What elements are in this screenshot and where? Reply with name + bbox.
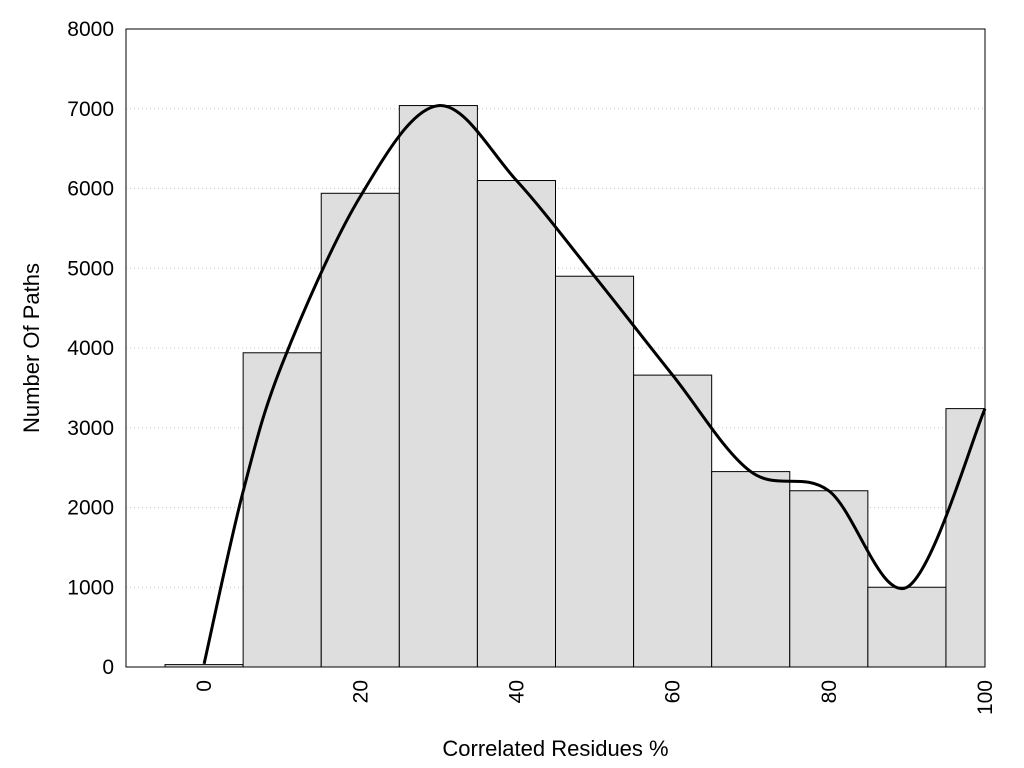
y-tick-label: 2000 <box>67 497 114 520</box>
bar <box>242 352 322 668</box>
bar <box>476 180 556 668</box>
series-line <box>202 104 987 665</box>
y-tick-label: 7000 <box>67 98 114 121</box>
x-axis-ticks: 0 20 40 60 80 100 <box>193 680 997 715</box>
y-tick-label: 4000 <box>67 337 114 360</box>
x-tick-label: 60 <box>662 680 685 703</box>
y-tick-label: 5000 <box>67 257 114 280</box>
y-axis-ticks: 0 1000 2000 3000 4000 5000 6000 7000 8000 <box>67 18 114 679</box>
y-tick-label: 8000 <box>67 18 114 41</box>
bar <box>633 374 713 668</box>
y-tick-label: 3000 <box>67 417 114 440</box>
bar <box>555 275 635 668</box>
x-tick-label: 100 <box>974 680 997 715</box>
bar <box>789 490 869 668</box>
y-tick-label: 0 <box>102 656 114 679</box>
bar <box>711 471 791 668</box>
plot-frame <box>125 28 986 668</box>
x-tick-label: 20 <box>349 680 372 703</box>
y-axis-title: Number Of Paths <box>19 263 44 433</box>
x-axis-title: Correlated Residues % <box>442 736 668 761</box>
bar <box>320 192 400 668</box>
y-tick-label: 6000 <box>67 178 114 201</box>
x-tick-label: 80 <box>818 680 841 703</box>
bar <box>945 408 986 668</box>
x-tick-label: 0 <box>193 680 216 692</box>
bar <box>867 586 947 668</box>
x-tick-label: 40 <box>505 680 528 703</box>
y-tick-label: 1000 <box>67 576 114 599</box>
bars <box>164 105 986 668</box>
smoothed-curve <box>202 104 987 665</box>
bar <box>398 105 478 668</box>
